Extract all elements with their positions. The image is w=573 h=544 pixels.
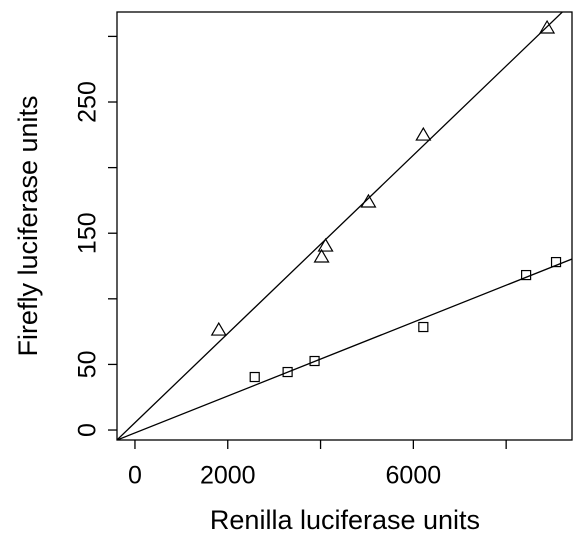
square-point bbox=[309, 355, 320, 367]
square-point bbox=[282, 366, 293, 378]
triangle-point bbox=[415, 126, 432, 141]
x-axis-label: Renilla luciferase units bbox=[210, 505, 480, 535]
x-tick-label: 6000 bbox=[386, 462, 442, 490]
plot-box bbox=[116, 11, 573, 441]
fit-line bbox=[117, 258, 572, 440]
square-point bbox=[249, 371, 260, 383]
x-tick-label: 0 bbox=[128, 462, 142, 490]
fit-line bbox=[117, 12, 564, 440]
y-tick-label: 0 bbox=[74, 423, 102, 437]
triangle-point bbox=[313, 248, 330, 263]
x-tick-label: 2000 bbox=[200, 462, 256, 490]
y-tick-label: 50 bbox=[74, 351, 102, 379]
square-point bbox=[550, 256, 562, 268]
square-point bbox=[418, 321, 429, 333]
triangle-point bbox=[360, 193, 377, 208]
y-tick-label: 150 bbox=[74, 212, 102, 254]
triangle-point bbox=[539, 19, 556, 34]
square-point bbox=[521, 269, 532, 281]
y-tick-label: 250 bbox=[74, 81, 102, 123]
triangle-point bbox=[210, 321, 227, 336]
plot-area bbox=[117, 12, 572, 440]
y-axis-label: Firefly luciferase units bbox=[13, 95, 43, 356]
triangle-point bbox=[317, 237, 334, 252]
